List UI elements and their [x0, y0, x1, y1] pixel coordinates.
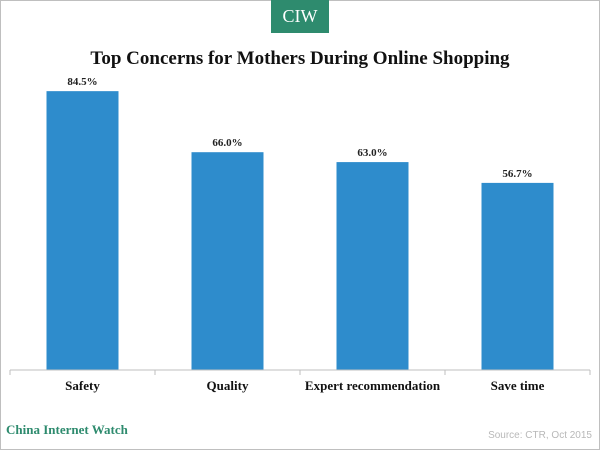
data-label: 84.5%	[67, 76, 97, 88]
bar-quality	[191, 152, 264, 370]
bar-safety	[46, 91, 119, 371]
data-label: 66.0%	[212, 137, 242, 149]
bar-expert-recommendation	[336, 162, 409, 370]
x-axis-ticks	[9, 370, 591, 375]
labels-layer: 84.5% Safety 66.0% Quality 63.0% Expert recom…	[65, 76, 544, 393]
category-tick-label: Safety	[65, 378, 100, 393]
bar-save-time	[481, 182, 554, 370]
footer-brand: China Internet Watch	[6, 422, 128, 437]
footer-source: Source: CTR, Oct 2015	[488, 430, 592, 441]
chart-title: Top Concerns for Mothers During Online S…	[90, 48, 510, 69]
data-label: 63.0%	[357, 147, 387, 159]
bars-layer	[46, 91, 554, 371]
ciw-badge: CIW	[271, 0, 329, 33]
data-label: 56.7%	[502, 168, 532, 180]
category-tick-label: Quality	[207, 378, 249, 393]
category-tick-label: Save time	[491, 378, 545, 393]
category-tick-label: Expert recommendation	[305, 378, 441, 393]
